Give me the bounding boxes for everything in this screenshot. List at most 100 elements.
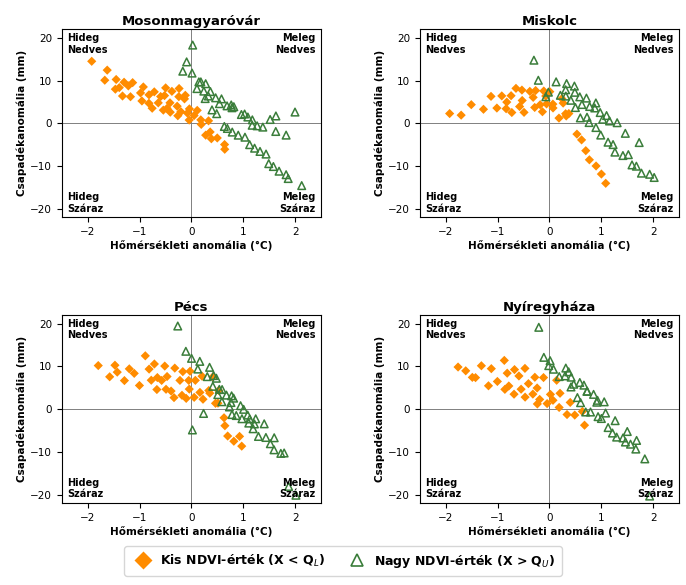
Point [519, 393, 530, 402]
Point [574, 378, 585, 387]
Point [165, 386, 176, 395]
Y-axis label: Csapadékanomália (mm): Csapadékanomália (mm) [375, 336, 386, 482]
Point [577, 407, 588, 416]
Point [213, 386, 224, 395]
Point [510, 84, 521, 93]
Point [149, 87, 160, 97]
Text: Hideg
Száraz: Hideg Száraz [425, 478, 461, 500]
Point [160, 83, 171, 92]
Point [568, 380, 579, 389]
Point [560, 111, 571, 121]
Point [205, 87, 216, 97]
Point [265, 115, 276, 124]
Point [145, 376, 156, 385]
Point [506, 108, 517, 117]
Text: Meleg
Nedves: Meleg Nedves [633, 319, 674, 340]
Point [152, 373, 163, 382]
Point [554, 372, 565, 381]
Point [143, 99, 154, 108]
Point [519, 364, 530, 373]
Point [224, 402, 235, 412]
Point [504, 381, 514, 391]
Point [576, 100, 587, 109]
Point [542, 399, 553, 408]
Point [244, 418, 255, 428]
Point [226, 100, 237, 109]
Point [565, 382, 576, 391]
Point [588, 390, 599, 399]
Point [576, 135, 587, 144]
Point [233, 130, 244, 140]
Point [528, 390, 539, 399]
Point [236, 110, 247, 119]
Point [226, 398, 237, 407]
Point [198, 394, 209, 404]
Point [221, 390, 232, 400]
Point [509, 365, 520, 374]
Point [639, 454, 650, 463]
Point [625, 439, 636, 449]
Point [565, 95, 576, 105]
Point [203, 91, 214, 101]
Point [191, 84, 202, 93]
Point [499, 356, 510, 365]
Text: Hideg
Száraz: Hideg Száraz [425, 192, 461, 214]
Point [212, 133, 223, 143]
Point [172, 111, 183, 121]
Point [235, 401, 246, 411]
Point [149, 359, 160, 369]
Point [180, 394, 191, 403]
Point [143, 90, 154, 99]
Point [192, 364, 203, 374]
Point [570, 103, 581, 112]
Point [226, 410, 237, 419]
Point [140, 351, 151, 360]
Point [257, 122, 268, 132]
Point [270, 111, 281, 121]
Point [236, 442, 247, 451]
Point [600, 408, 611, 418]
Point [93, 361, 104, 370]
Point [532, 383, 543, 393]
Text: Hideg
Nedves: Hideg Nedves [425, 33, 465, 54]
Point [204, 388, 215, 398]
Point [578, 380, 589, 390]
Point [242, 411, 253, 420]
Point [200, 79, 211, 88]
Point [508, 390, 519, 399]
Point [596, 170, 607, 179]
Point [179, 94, 190, 104]
Point [595, 130, 606, 140]
Point [444, 109, 455, 118]
Point [207, 372, 218, 381]
Point [274, 167, 285, 176]
Point [259, 419, 270, 428]
X-axis label: Hőmérsékleti anomália (°C): Hőmérsékleti anomália (°C) [469, 240, 630, 251]
Point [162, 104, 173, 113]
Point [110, 75, 121, 84]
Point [547, 99, 558, 109]
Point [592, 395, 603, 405]
Point [226, 103, 237, 112]
Point [560, 363, 571, 373]
Point [609, 147, 620, 157]
Point [125, 92, 136, 101]
Point [496, 91, 507, 101]
Point [174, 84, 185, 93]
Point [602, 423, 613, 432]
Y-axis label: Csapadékanomália (mm): Csapadékanomália (mm) [17, 336, 27, 482]
Point [556, 94, 567, 104]
Point [203, 116, 214, 126]
Text: Hideg
Száraz: Hideg Száraz [67, 192, 103, 214]
Point [591, 98, 602, 108]
Point [541, 92, 552, 101]
Text: Meleg
Nedves: Meleg Nedves [633, 33, 674, 54]
Point [530, 373, 541, 382]
Point [466, 100, 477, 109]
Point [102, 66, 113, 75]
Point [486, 364, 497, 373]
Point [172, 321, 183, 331]
Point [558, 98, 569, 108]
Point [456, 111, 466, 120]
Point [591, 161, 602, 171]
